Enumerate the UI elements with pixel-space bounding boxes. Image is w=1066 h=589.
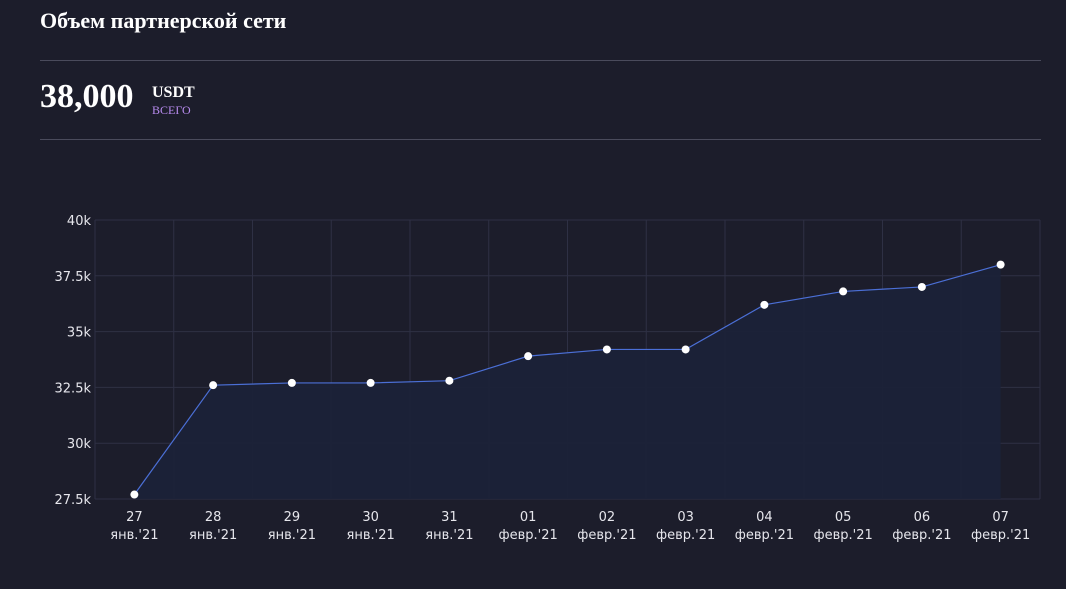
x-tick-label-line: 03 <box>677 510 694 525</box>
x-tick-label: 07 февр.'21 <box>971 510 1030 543</box>
x-tick-label-line: 30 <box>362 510 379 525</box>
y-tick-label: 30k <box>67 437 92 452</box>
point <box>366 378 375 387</box>
x-tick-label-line: янв.'21 <box>189 528 237 543</box>
x-tick-label: 31 янв.'21 <box>425 510 473 543</box>
x-tick-label-line: 06 <box>914 510 931 525</box>
x-tick-label-line: янв.'21 <box>347 528 395 543</box>
x-tick-label-line: 02 <box>599 510 616 525</box>
x-tick-label-line: февр.'21 <box>813 528 872 543</box>
x-tick-label-line: 01 <box>520 510 537 525</box>
x-tick-label-line: 05 <box>835 510 852 525</box>
x-tick-label-line: 04 <box>756 510 773 525</box>
x-tick-label-line: 31 <box>441 510 458 525</box>
x-tick-label-line: янв.'21 <box>425 528 473 543</box>
point <box>917 282 926 291</box>
point <box>839 287 848 296</box>
x-tick-label-line: февр.'21 <box>735 528 794 543</box>
x-tick-label: 05 февр.'21 <box>813 510 872 543</box>
x-tick-label: 06 февр.'21 <box>892 510 951 543</box>
area <box>134 264 1001 499</box>
point <box>445 376 454 385</box>
point <box>996 260 1005 269</box>
x-tick-label: 03 февр.'21 <box>656 510 715 543</box>
point <box>602 345 611 354</box>
x-tick-label: 02 февр.'21 <box>577 510 636 543</box>
y-tick-label: 37.5k <box>55 270 92 285</box>
x-tick-label: 27 янв.'21 <box>110 510 158 543</box>
divider <box>40 60 1041 61</box>
x-tick-label: 30 янв.'21 <box>347 510 395 543</box>
x-tick-label-line: февр.'21 <box>498 528 557 543</box>
x-tick-label: 01 февр.'21 <box>498 510 557 543</box>
x-tick-label-line: февр.'21 <box>892 528 951 543</box>
page-title: Объем партнерской сети <box>40 8 287 33</box>
y-tick-label: 40k <box>67 214 92 229</box>
unit: USDT <box>152 84 195 101</box>
point <box>681 345 690 354</box>
x-tick-label-line: 07 <box>992 510 1009 525</box>
x-tick-label-line: янв.'21 <box>110 528 158 543</box>
y-tick-label: 32.5k <box>55 381 92 396</box>
point <box>524 352 533 361</box>
caption: ВСЕГО <box>152 103 191 117</box>
x-tick-label-line: янв.'21 <box>268 528 316 543</box>
x-tick-label-line: 27 <box>126 510 143 525</box>
x-tick-label: 29 янв.'21 <box>268 510 316 543</box>
x-tick-label-line: февр.'21 <box>577 528 636 543</box>
x-tick-label-line: 29 <box>284 510 301 525</box>
x-tick-label-line: 28 <box>205 510 222 525</box>
x-tick-label: 28 янв.'21 <box>189 510 237 543</box>
x-tick-label-line: февр.'21 <box>971 528 1030 543</box>
total-value: 38,000 <box>40 78 134 115</box>
y-tick-label: 35k <box>67 326 92 341</box>
point <box>209 381 218 390</box>
line <box>133 264 1001 495</box>
point <box>760 300 769 309</box>
x-tick-label: 04 февр.'21 <box>735 510 794 543</box>
y-tick-label: 27.5k <box>55 493 92 508</box>
x-tick-label-line: февр.'21 <box>656 528 715 543</box>
divider <box>40 139 1041 140</box>
point <box>130 490 139 499</box>
point <box>287 378 296 387</box>
